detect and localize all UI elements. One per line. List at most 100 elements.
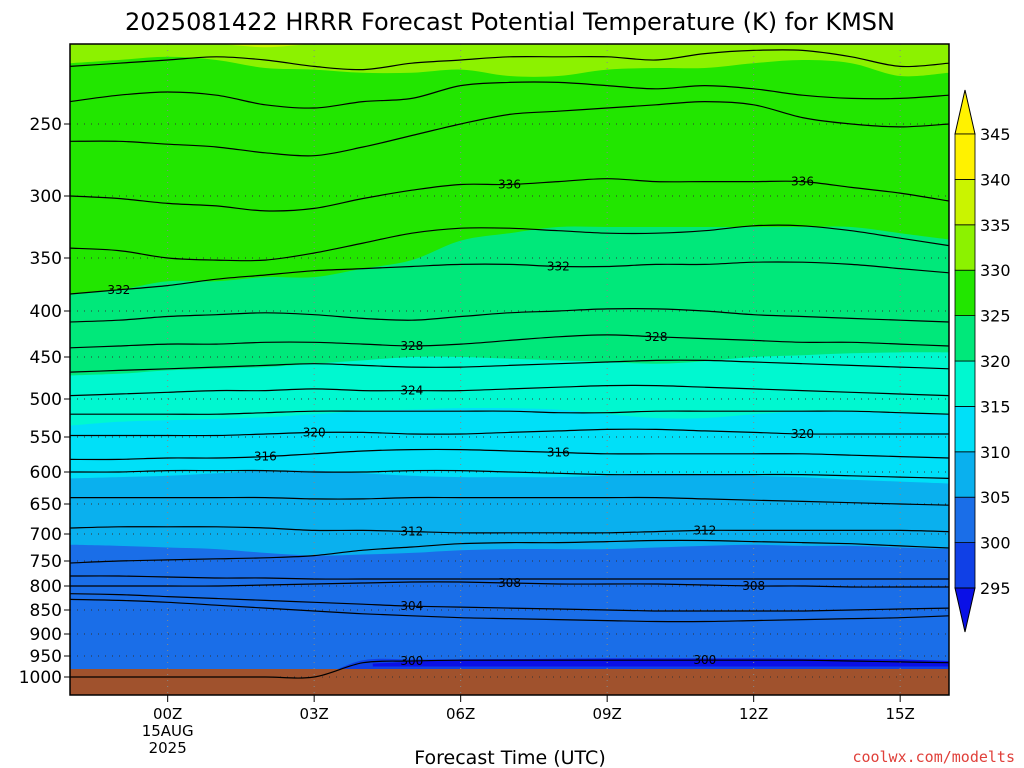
x-tick-label: 12Z xyxy=(739,705,768,723)
colorbar-label: 320 xyxy=(980,352,1011,371)
contour-label: 328 xyxy=(645,330,668,344)
ground-band xyxy=(70,669,949,695)
y-tick-label: 350 xyxy=(30,249,62,269)
contour-label: 308 xyxy=(498,576,521,590)
colorbar-segment-345 xyxy=(954,133,976,180)
contour-line xyxy=(70,224,949,262)
contour-label: 316 xyxy=(254,450,277,464)
contour-line xyxy=(70,575,949,580)
y-tick-label: 550 xyxy=(30,428,62,448)
contour-label: 336 xyxy=(498,177,521,191)
pressure-axis: 250 300 350 400 450 500 550 600 650 700 750 800 850 9… xyxy=(19,115,70,688)
contour-line xyxy=(70,496,949,506)
x-tick-label: 15Z xyxy=(885,705,914,723)
contour-line xyxy=(70,659,949,679)
contour-labels: 336 336 332 332 328 328 324 320 320 316 316 312 312 3… xyxy=(107,175,814,668)
colorbar-label: 315 xyxy=(980,397,1011,416)
x-tick-label: 09Z xyxy=(592,705,621,723)
y-tick-label: 500 xyxy=(30,390,62,410)
colorbar-segment-335 xyxy=(954,224,976,271)
contour-line xyxy=(70,81,949,109)
x-tick-label: 03Z xyxy=(299,705,328,723)
x-axis-label: Forecast Time (UTC) xyxy=(414,747,605,768)
contour-line xyxy=(70,410,949,415)
contour-line xyxy=(70,428,949,437)
x-tick-date: 15AUG xyxy=(142,722,194,740)
theta-fill-layers xyxy=(70,44,949,695)
contour-line xyxy=(70,308,949,323)
fill-layer-340 xyxy=(70,44,949,48)
y-tick-label: 250 xyxy=(30,115,62,135)
plot-frame xyxy=(69,43,950,696)
contour-line xyxy=(70,49,949,71)
colorbar-segment-340 xyxy=(954,178,976,226)
y-tick-label: 450 xyxy=(30,348,62,368)
y-tick-label: 300 xyxy=(30,187,62,207)
contour-label: 324 xyxy=(400,384,423,398)
contour-line xyxy=(70,359,949,373)
credit-link[interactable]: coolwx.com/modelts xyxy=(852,748,1015,766)
chart-title: 2025081422 HRRR Forecast Potential Tempe… xyxy=(125,8,895,36)
contour-line xyxy=(70,448,949,461)
colorbar-label: 310 xyxy=(980,443,1011,462)
colorbar-label: 330 xyxy=(980,261,1011,280)
theta-contours xyxy=(70,49,949,679)
colorbar-segment-325 xyxy=(954,315,976,362)
fill-layer-335 xyxy=(70,44,949,77)
colorbar-segment-315 xyxy=(954,405,976,453)
colorbar-label: 335 xyxy=(980,216,1011,235)
contour-line xyxy=(70,178,949,212)
contour-label: 312 xyxy=(400,525,423,539)
grid-lines xyxy=(70,44,949,695)
contour-line xyxy=(70,526,949,534)
contour-line xyxy=(70,100,949,157)
contour-label: 332 xyxy=(547,259,570,273)
x-tick-label: 00Z xyxy=(153,705,182,723)
contour-label: 332 xyxy=(107,283,130,297)
y-tick-label: 400 xyxy=(30,302,62,322)
contour-label: 312 xyxy=(693,523,716,537)
contour-label: 320 xyxy=(791,427,814,441)
contour-line xyxy=(70,598,949,623)
colorbar-label: 325 xyxy=(980,307,1011,326)
contour-line xyxy=(70,384,949,397)
x-tick-label: 06Z xyxy=(446,705,475,723)
fill-layer-330 xyxy=(70,44,949,294)
colorbar-segment-300 xyxy=(954,542,976,589)
contour-label: 336 xyxy=(791,175,814,189)
contour-line xyxy=(70,593,949,612)
colorbar-segment-305 xyxy=(954,496,976,544)
colorbar-label: 340 xyxy=(980,170,1011,189)
colorbar-label: 305 xyxy=(980,488,1011,507)
y-tick-label: 750 xyxy=(30,552,62,572)
contour-label: 300 xyxy=(400,654,423,668)
y-tick-label: 600 xyxy=(30,463,62,483)
y-tick-label: 1000 xyxy=(19,668,62,688)
contour-line xyxy=(70,334,949,349)
colorbar-label: 295 xyxy=(980,579,1011,598)
contour-label: 308 xyxy=(742,579,765,593)
contour-line xyxy=(70,469,949,479)
contour-label: 304 xyxy=(400,599,423,613)
colorbar-arrow-bottom xyxy=(954,587,976,633)
contour-label: 320 xyxy=(303,425,326,439)
contour-line xyxy=(70,539,949,564)
colorbar-segment-310 xyxy=(954,451,976,498)
contour-line xyxy=(70,581,949,588)
y-tick-label: 850 xyxy=(30,601,62,621)
contour-label: 328 xyxy=(400,339,423,353)
y-tick-label: 800 xyxy=(30,577,62,597)
colorbar-label: 345 xyxy=(980,125,1011,144)
colorbar: 295 300 305 310 315 320 325 330 335 340 345 xyxy=(954,89,1011,633)
colorbar-label: 300 xyxy=(980,534,1011,553)
contour-label: 300 xyxy=(693,653,716,667)
contour-label: 316 xyxy=(547,445,570,459)
y-tick-label: 950 xyxy=(30,647,62,667)
colorbar-segment-330 xyxy=(954,269,976,317)
colorbar-arrow-top xyxy=(954,89,976,135)
y-tick-label: 650 xyxy=(30,495,62,515)
colorbar-segment-320 xyxy=(954,360,976,407)
y-tick-label: 700 xyxy=(30,525,62,545)
y-tick-label: 900 xyxy=(30,625,62,645)
